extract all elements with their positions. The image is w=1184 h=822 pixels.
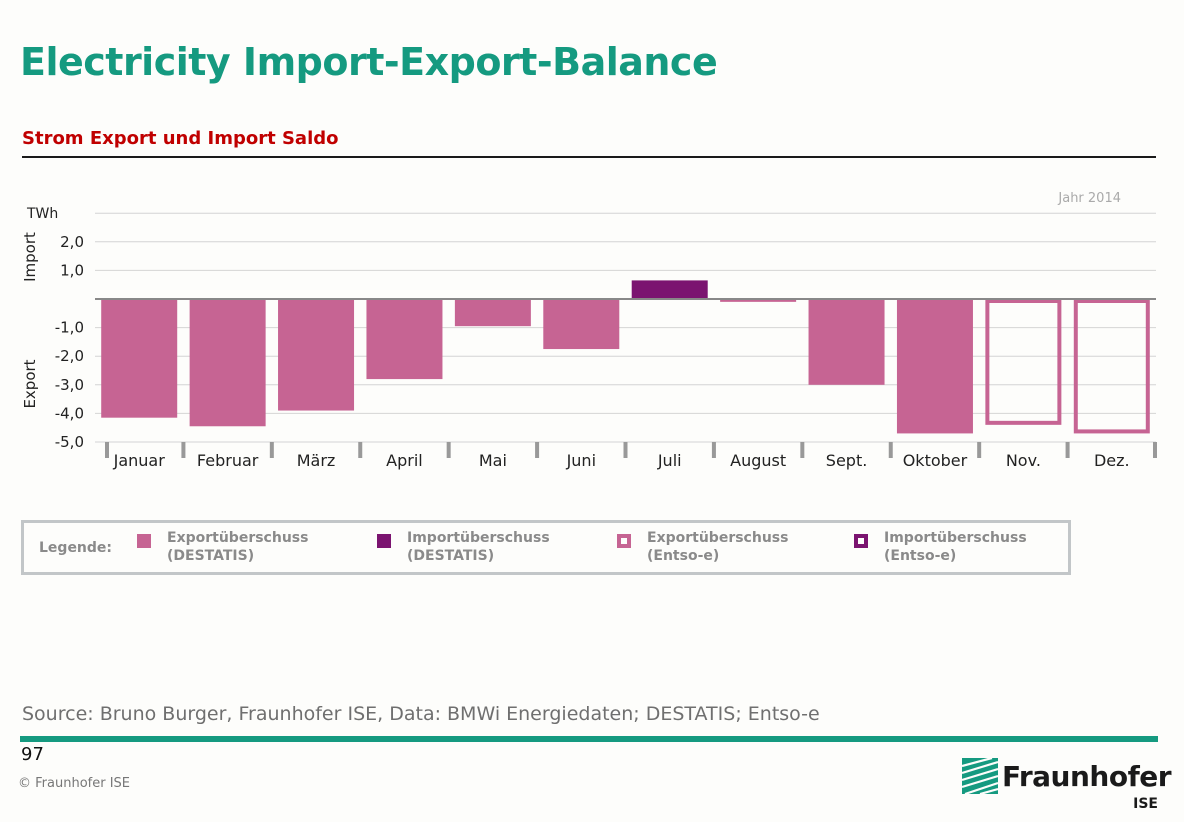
x-axis-tick bbox=[977, 442, 982, 458]
page-number: 97 bbox=[21, 744, 44, 765]
legend-swatch-import-entsoe bbox=[854, 534, 868, 548]
bar-8 bbox=[720, 299, 797, 302]
bar-4 bbox=[366, 299, 443, 380]
fraunhofer-logo: Fraunhofer ISE bbox=[962, 758, 1172, 818]
y-unit-label: TWh bbox=[26, 206, 58, 222]
source-note: Source: Bruno Burger, Fraunhofer ISE, Da… bbox=[22, 703, 820, 725]
x-tick-label: Mai bbox=[479, 451, 507, 470]
x-axis-tick bbox=[105, 442, 109, 458]
legend-swatch-export-destatis bbox=[137, 534, 151, 548]
x-tick-label: Dez. bbox=[1094, 451, 1130, 470]
x-tick-label: Juni bbox=[566, 451, 596, 470]
legend-line2: (Entso-e) bbox=[884, 548, 957, 564]
legend-swatch-import-destatis bbox=[377, 534, 391, 548]
legend-text-export-destatis: Exportüberschuss (DESTATIS) bbox=[167, 529, 308, 565]
bar-10 bbox=[896, 299, 973, 434]
bar-11 bbox=[985, 299, 1062, 425]
legend-line1: Exportüberschuss bbox=[647, 530, 789, 546]
bar-3 bbox=[278, 299, 355, 411]
bar-1 bbox=[101, 299, 178, 418]
x-tick-label: Oktober bbox=[903, 451, 968, 470]
legend-line2: (DESTATIS) bbox=[407, 548, 495, 564]
bar-6 bbox=[543, 299, 620, 350]
x-axis-tick bbox=[535, 442, 540, 458]
x-axis-tick bbox=[711, 442, 716, 458]
x-axis-tick bbox=[1153, 442, 1157, 458]
x-tick-label: Januar bbox=[113, 451, 166, 470]
y-tick-label: -3,0 bbox=[55, 376, 84, 394]
x-axis-tick bbox=[269, 442, 274, 458]
legend-swatch-export-entsoe bbox=[617, 534, 631, 548]
y-tick-label: -4,0 bbox=[55, 404, 84, 422]
x-axis-tick bbox=[623, 442, 628, 458]
year-label: Jahr 2014 bbox=[1057, 191, 1121, 206]
legend-line1: Importüberschuss bbox=[407, 530, 550, 546]
legend-line2: (Entso-e) bbox=[647, 548, 720, 564]
x-tick-label: März bbox=[297, 451, 336, 470]
x-axis-tick bbox=[888, 442, 893, 458]
x-axis-tick bbox=[800, 442, 805, 458]
chart-legend: Legende: Exportüberschuss (DESTATIS) Impor… bbox=[21, 520, 1071, 575]
bar-12 bbox=[1073, 299, 1150, 434]
x-tick-label: April bbox=[386, 451, 423, 470]
y-tick-label: 2,0 bbox=[60, 233, 84, 251]
x-tick-label: Nov. bbox=[1006, 451, 1041, 470]
x-axis-tick bbox=[446, 442, 451, 458]
footer-divider bbox=[20, 736, 1158, 742]
bar-9 bbox=[808, 299, 885, 385]
fraunhofer-logo-icon bbox=[962, 758, 998, 794]
chart: 2,0 1,0 -1,0 -2,0 -3,0 -4,0 -5,0 TWh Import Expor… bbox=[21, 191, 1157, 470]
logo-wordmark: Fraunhofer bbox=[1002, 760, 1172, 793]
x-axis-tick bbox=[1065, 442, 1070, 458]
y-label-export: Export bbox=[21, 359, 39, 408]
x-tick-label: Februar bbox=[197, 451, 259, 470]
x-tick-label: Sept. bbox=[826, 451, 868, 470]
legend-line2: (DESTATIS) bbox=[167, 548, 255, 564]
copyright: © Fraunhofer ISE bbox=[18, 776, 130, 791]
legend-text-import-entsoe: Importüberschuss (Entso-e) bbox=[884, 529, 1027, 565]
bar-7 bbox=[631, 280, 708, 299]
bar-2 bbox=[189, 299, 266, 427]
legend-label: Legende: bbox=[39, 540, 113, 556]
y-tick-label: 1,0 bbox=[60, 261, 84, 279]
y-tick-label: -2,0 bbox=[55, 347, 84, 365]
slide-title: Electricity Import-Export-Balance bbox=[20, 40, 718, 84]
chart-title: Strom Export und Import Saldo bbox=[22, 128, 339, 149]
title-divider bbox=[22, 156, 1156, 158]
x-tick-label: Juli bbox=[657, 451, 682, 470]
x-axis-tick bbox=[181, 442, 186, 458]
legend-line1: Exportüberschuss bbox=[167, 530, 309, 546]
x-axis-tick bbox=[358, 442, 363, 458]
x-tick-label: August bbox=[730, 451, 786, 470]
legend-text-export-entsoe: Exportüberschuss (Entso-e) bbox=[647, 529, 788, 565]
bar-5 bbox=[454, 299, 531, 327]
logo-subtext: ISE bbox=[1133, 796, 1158, 812]
legend-text-import-destatis: Importüberschuss (DESTATIS) bbox=[407, 529, 550, 565]
y-label-import: Import bbox=[21, 232, 39, 282]
y-tick-label: -1,0 bbox=[55, 319, 84, 337]
y-tick-label: -5,0 bbox=[55, 433, 84, 451]
legend-line1: Importüberschuss bbox=[884, 530, 1027, 546]
